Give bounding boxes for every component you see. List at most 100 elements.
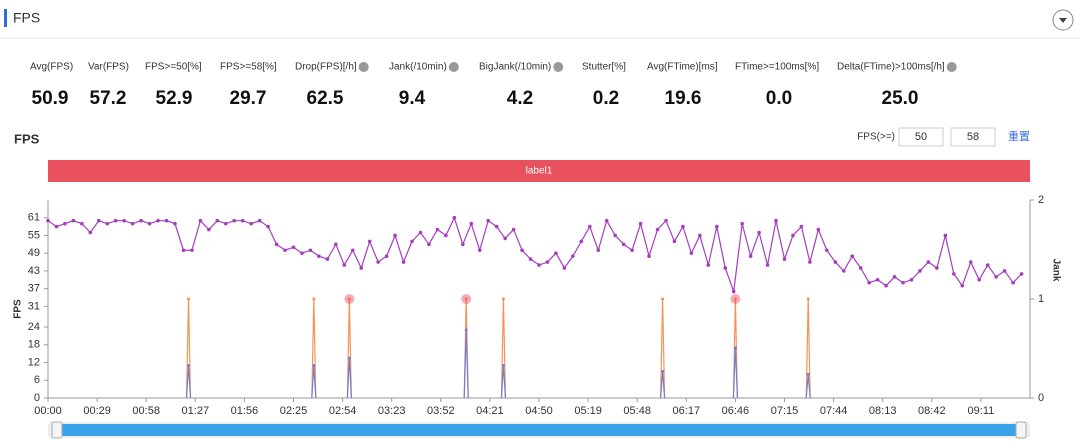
x-tick-label: 07:44 <box>820 405 848 417</box>
fps-point <box>562 266 567 270</box>
fps-point <box>122 218 126 223</box>
fps-point <box>444 233 448 238</box>
marker <box>344 294 355 304</box>
fps-point <box>130 221 135 226</box>
stat-value: 0.0 <box>766 88 792 109</box>
y-tick-label: 6 <box>34 374 40 386</box>
x-tick-label: 02:25 <box>280 405 308 417</box>
scrollbar-handle[interactable] <box>1015 421 1027 439</box>
fps-point <box>664 218 668 223</box>
stat-label: Drop(FPS)[/h] <box>295 62 357 73</box>
fps-point <box>723 266 728 270</box>
stat-label: BigJank(/10min) <box>479 62 551 73</box>
fps-point <box>334 242 338 247</box>
fps-point <box>291 245 296 250</box>
fps-point <box>621 242 626 247</box>
fps-point <box>300 251 304 255</box>
fps-point <box>926 260 931 264</box>
stat-value: 9.4 <box>399 88 426 109</box>
y-tick-label: 0 <box>34 392 40 404</box>
fps-point <box>342 263 347 267</box>
y-tick-label: 18 <box>28 339 40 351</box>
fps-point <box>283 248 287 253</box>
fps-point <box>223 221 228 226</box>
chart-title: FPS <box>14 131 40 146</box>
spike-tip <box>464 328 468 332</box>
scrollbar-handle[interactable] <box>51 421 63 439</box>
fps-point <box>63 221 67 226</box>
spike-tip <box>661 297 665 301</box>
x-tick-label: 09:11 <box>968 405 995 417</box>
fps-point <box>875 277 880 282</box>
threshold-input[interactable] <box>950 127 996 147</box>
fps-point <box>54 224 59 229</box>
fps-point <box>105 221 110 226</box>
threshold-label: FPS(>=) <box>857 132 895 143</box>
spike-tip <box>312 297 316 301</box>
x-tick-label: 01:56 <box>231 405 259 417</box>
fps-point <box>190 248 194 253</box>
fps-point <box>672 239 677 244</box>
fps-point <box>985 263 990 267</box>
help-icon <box>448 62 459 72</box>
stat-value: 50.9 <box>32 88 69 109</box>
spike-tip <box>501 363 505 367</box>
reset-link[interactable]: 重置 <box>1008 129 1030 143</box>
fps-point <box>147 221 152 226</box>
fps-point <box>935 266 939 270</box>
y-axis-title: FPS <box>13 299 24 319</box>
fps-point <box>765 263 770 267</box>
fps-point <box>469 221 474 226</box>
y-tick-label: 43 <box>28 265 40 277</box>
fps-point <box>376 260 380 264</box>
fps-point <box>579 239 584 244</box>
x-tick-label: 03:23 <box>378 405 406 417</box>
fps-point <box>816 227 821 232</box>
fps-point <box>884 283 888 288</box>
fps-point <box>71 218 76 223</box>
fps-point <box>1019 272 1024 276</box>
stat-label: Var(FPS) <box>88 62 129 73</box>
x-tick-label: 03:52 <box>427 405 455 417</box>
fps-point <box>266 224 270 229</box>
spike-tip <box>733 297 737 301</box>
x-tick-label: 05:19 <box>574 405 602 417</box>
stat-value: 52.9 <box>156 88 193 109</box>
threshold-input[interactable] <box>898 127 944 147</box>
fps-point <box>994 275 998 279</box>
band-label: label1 <box>526 166 553 177</box>
spike-tip <box>733 346 737 350</box>
y2-tick-label: 1 <box>1038 293 1044 305</box>
fps-point <box>706 263 711 267</box>
x-tick-label: 00:00 <box>34 405 62 417</box>
fps-point <box>740 221 744 226</box>
fps-point <box>757 230 761 235</box>
stat-label: FTime>=100ms[%] <box>735 62 819 73</box>
fps-point <box>181 248 186 253</box>
x-tick-label: 00:58 <box>132 405 160 417</box>
spike-tip <box>347 356 351 360</box>
fps-point <box>80 221 84 226</box>
fps-point <box>384 254 389 258</box>
fps-point <box>613 233 617 238</box>
fps-point <box>96 218 101 223</box>
label-band <box>48 160 1030 182</box>
threshold-value: 58 <box>967 131 979 143</box>
fps-point <box>113 218 118 223</box>
scrollbar-range[interactable] <box>58 424 1020 436</box>
fps-point <box>689 251 694 255</box>
fps-point <box>477 248 482 253</box>
stat-label: FPS>=58[%] <box>220 62 277 73</box>
fps-point <box>698 233 702 238</box>
fps-point <box>714 224 719 229</box>
fps-line <box>47 216 1022 292</box>
fps-point <box>257 218 262 223</box>
fps-point <box>960 283 965 288</box>
fps-point <box>774 218 778 223</box>
x-tick-label: 00:29 <box>83 405 111 417</box>
fps-point <box>249 221 253 226</box>
y-tick-label: 49 <box>28 247 40 259</box>
stat-value: 0.2 <box>593 88 619 109</box>
fps-point <box>232 218 237 223</box>
